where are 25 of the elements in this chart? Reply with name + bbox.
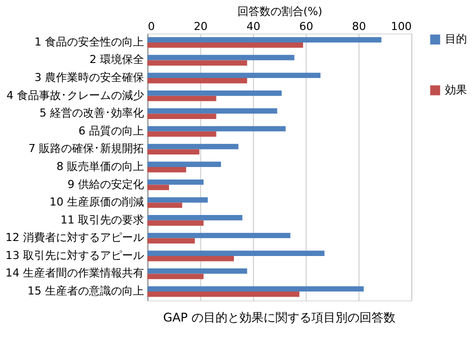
y-tick-label: 1 食品の安全性の向上	[34, 35, 144, 48]
y-tick-label: 13 取引先に対するアピール	[5, 248, 144, 262]
x-axis-title: 回答数の割合(%)	[237, 5, 322, 18]
y-tick-label: 14 生産者間の作業情報共有	[5, 266, 144, 280]
y-tick-label: 2 環境保全	[89, 53, 144, 66]
y-tick-label: 3 農作業時の安全確保	[34, 71, 144, 84]
x-tick-label: 60	[299, 20, 314, 34]
legend-label: 効果	[445, 83, 468, 96]
y-tick-label: 15 生産者の意識の向上	[27, 284, 144, 298]
x-tick-label: 40	[246, 20, 260, 34]
x-tick-label: 100	[390, 20, 412, 34]
y-tick-label: 7 販路の確保･新規開拓	[28, 142, 144, 156]
y-tick-label: 5 経営の改善･効率化	[39, 106, 144, 120]
x-tick-label: 20	[194, 20, 208, 34]
y-tick-label: 11 取引先の要求	[60, 213, 144, 226]
y-tick-label: 6 品質の向上	[78, 124, 144, 138]
y-tick-label: 10 生産原価の削減	[49, 196, 144, 209]
y-tick-label: 8 販売単価の向上	[56, 160, 144, 173]
y-tick-label: 4 食品事故･クレームの減少	[6, 88, 144, 102]
text: GAP の目的と効果に関する項目別の回答数	[163, 310, 396, 324]
y-tick-label: 9 供給の安定化	[67, 178, 144, 191]
x-tick-label: 0	[148, 20, 155, 34]
x-tick-label: 80	[352, 20, 366, 34]
y-tick-label: 12 消費者に対するアピール	[5, 231, 144, 244]
legend-label: 目的	[445, 32, 468, 46]
